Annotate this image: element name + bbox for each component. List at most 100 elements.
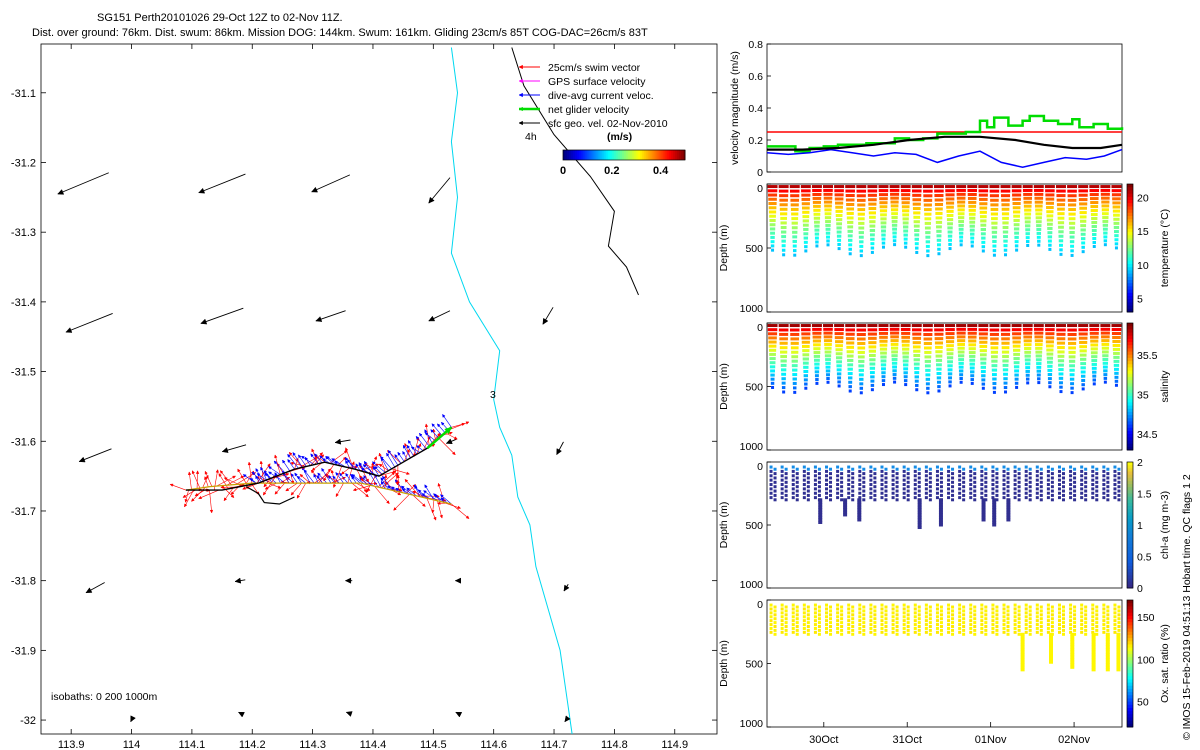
colorbar-swatch (1127, 572, 1133, 576)
profile-sample (1025, 373, 1030, 377)
profile-sample (1081, 383, 1085, 387)
profile-sample (1004, 390, 1008, 394)
profile-sample (1001, 207, 1010, 211)
profile-sample (1028, 617, 1032, 621)
profile-sample (980, 630, 984, 634)
colorbar-swatch (563, 150, 566, 160)
colorbar-swatch (1127, 720, 1133, 725)
profile-sample (836, 626, 840, 630)
profile-sample (928, 621, 932, 625)
profile-sample (862, 498, 866, 502)
profile-sample (1039, 493, 1043, 497)
profile-sample (1025, 236, 1030, 240)
profile-sample (1090, 351, 1098, 355)
profile-sample (840, 472, 844, 476)
profile-sample (1084, 480, 1088, 484)
profile-sample (902, 351, 910, 355)
deep-sample (857, 513, 862, 517)
profile-sample (780, 465, 784, 469)
profile-sample (1002, 359, 1009, 363)
profile-sample (895, 621, 899, 625)
profile-sample (1006, 628, 1010, 632)
geo-arrow-head (428, 196, 435, 204)
colorbar-swatch (628, 150, 631, 160)
profile-sample (1095, 621, 1099, 625)
profile-sample (801, 332, 811, 336)
profile-sample (939, 472, 943, 476)
profile-sample (1103, 239, 1108, 243)
profile-sample (906, 605, 910, 609)
swim-vector (394, 466, 398, 485)
profile-sample (802, 215, 810, 219)
profile-sample (858, 221, 865, 225)
profile-sample (1033, 185, 1044, 189)
profile-sample (1011, 328, 1022, 332)
profile-sample (924, 607, 928, 611)
profile-sample (795, 489, 799, 493)
profile-sample (902, 347, 910, 351)
profile-sample (1036, 369, 1041, 373)
y-tick-label: 0 (757, 167, 763, 179)
profile-sample (991, 230, 998, 234)
profile-sample (981, 382, 986, 386)
copyright-note: © IMOS 15-Feb-2019 04:51:13 Hobart time.… (1181, 474, 1193, 740)
profile-sample (803, 378, 808, 382)
dive-avg-vector-head (436, 423, 441, 428)
profile-sample (969, 362, 975, 366)
profile-sample (858, 487, 862, 491)
profile-sample (870, 383, 875, 387)
profile-sample (901, 201, 910, 205)
profile-sample (836, 234, 842, 238)
profile-sample (867, 332, 877, 336)
profile-sample (1003, 372, 1008, 376)
profile-sample (906, 617, 910, 621)
profile-sample (826, 377, 830, 381)
profile-sample (902, 623, 906, 627)
profile-sample (935, 487, 939, 491)
profile-sample (980, 607, 984, 611)
profile-sample (878, 324, 889, 328)
profile-sample (791, 615, 795, 619)
profile-sample (969, 607, 973, 611)
deep-sample (857, 505, 862, 509)
profile-sample (847, 607, 851, 611)
colorbar-swatch (1127, 496, 1133, 501)
profile-sample (791, 491, 795, 495)
colorbar-swatch (1127, 606, 1133, 611)
deep-sample (857, 515, 862, 519)
colorbar-swatch (1127, 603, 1133, 607)
deep-sample (1105, 663, 1110, 667)
deep-sample (1070, 660, 1075, 664)
profile-sample (1061, 613, 1065, 617)
profile-sample (771, 248, 775, 252)
profile-sample (1091, 359, 1098, 363)
profile-sample (913, 623, 917, 627)
profile-sample (902, 221, 909, 225)
profile-sample (1028, 489, 1032, 493)
profile-sample (848, 389, 852, 393)
colorbar-swatch (1127, 430, 1133, 435)
profile-sample (891, 469, 895, 473)
profile-sample (1078, 193, 1088, 197)
profile-sample (901, 197, 910, 201)
profile-sample (913, 215, 921, 219)
profile-sample (873, 498, 877, 502)
profile-sample (1013, 607, 1017, 611)
profile-sample (1024, 350, 1032, 354)
profile-sample (923, 337, 933, 341)
profile-sample (1061, 609, 1065, 613)
profile-sample (991, 623, 995, 627)
profile-sample (1057, 478, 1061, 482)
profile-sample (879, 335, 888, 339)
profile-sample (1013, 352, 1020, 356)
profile-sample (1039, 632, 1043, 636)
profile-sample (946, 344, 954, 348)
profile-sample (914, 366, 920, 370)
profile-sample (835, 356, 843, 360)
profile-sample (1073, 605, 1077, 609)
profile-sample (984, 476, 988, 480)
swim-vector-head (461, 422, 466, 427)
profile-sample (923, 341, 932, 345)
profile-sample (891, 361, 898, 365)
swim-vector (351, 482, 369, 498)
